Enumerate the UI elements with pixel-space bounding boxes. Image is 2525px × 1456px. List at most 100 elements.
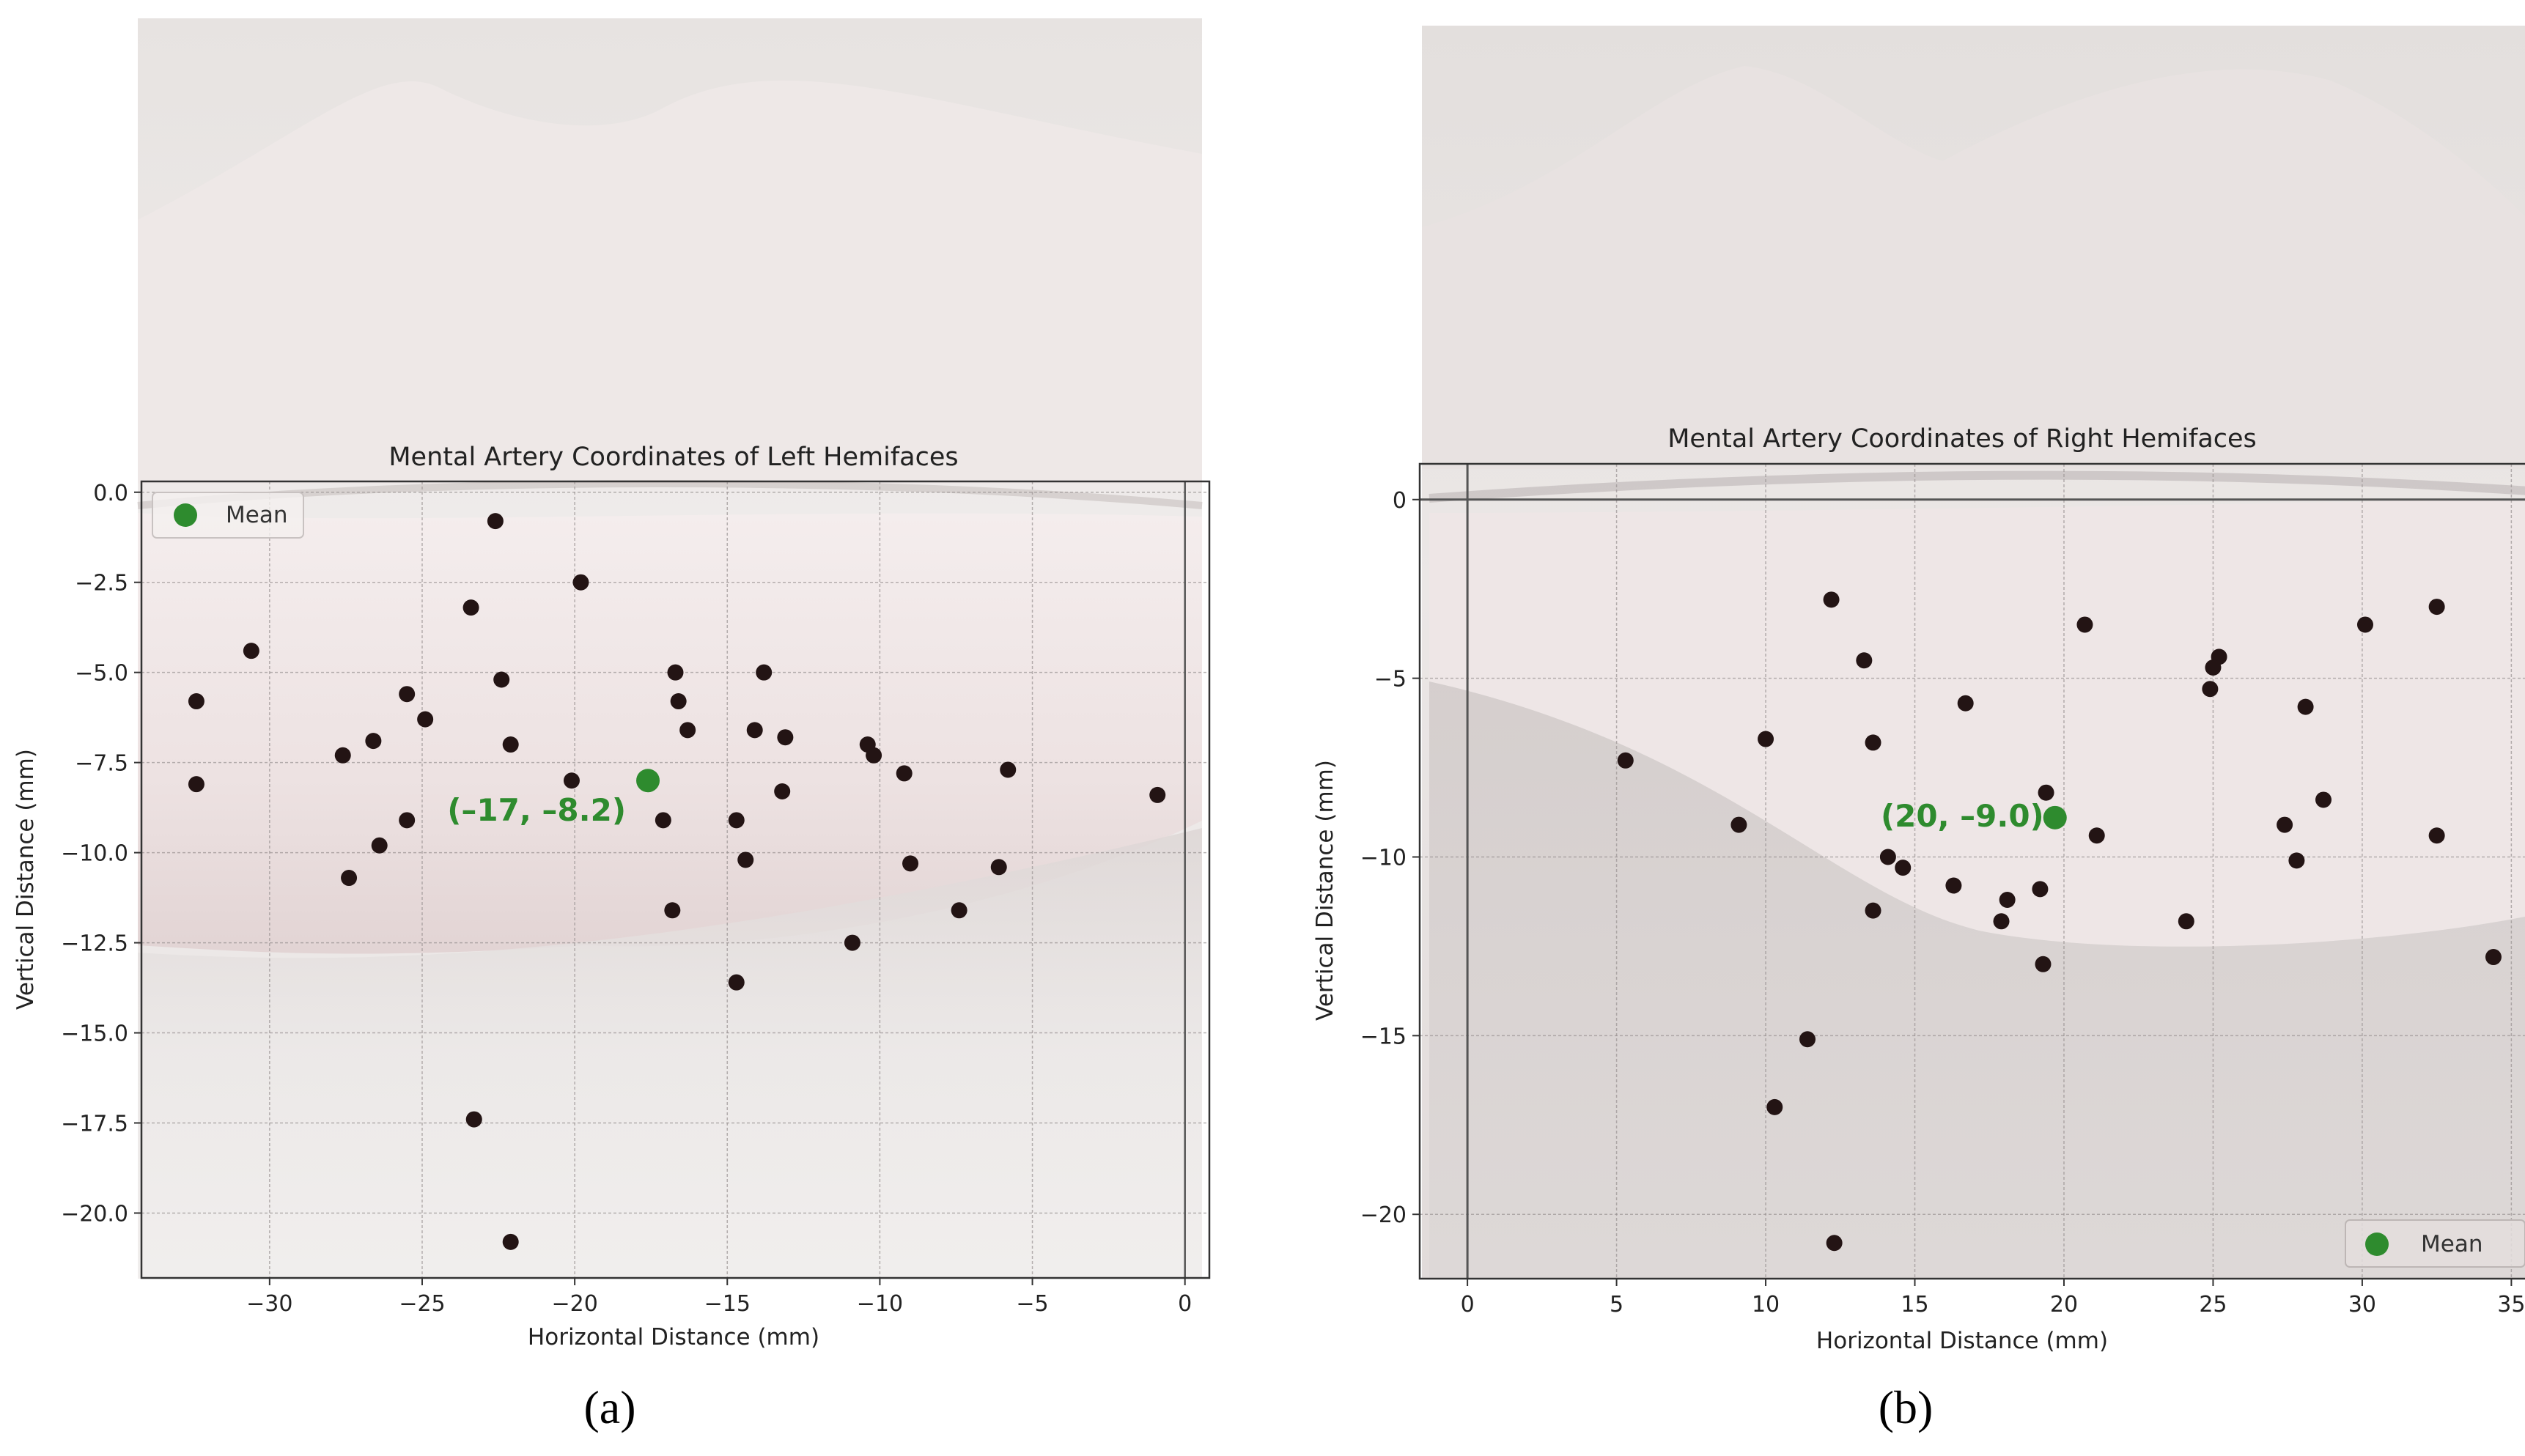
panel-b-data-point <box>2428 827 2445 844</box>
panel-a-data-point <box>990 859 1007 876</box>
panel-b-ticks: 0 5 10 15 20 25 30 35 0 −5 −10 −15 −20 <box>1360 488 2525 1318</box>
panel-b-mean-point <box>2043 805 2067 829</box>
panel-b-xtick-label: 20 <box>2050 1292 2078 1318</box>
panel-a-data-point <box>365 733 382 750</box>
panel-a-xtick-label: −30 <box>246 1291 292 1317</box>
panel-b-data-point <box>2178 913 2194 930</box>
caption-b: (b) <box>1879 1381 1934 1433</box>
panel-b: 0 5 10 15 20 25 30 35 0 −5 −10 −15 −20 (20, –9.0) Me… <box>1312 26 2525 1354</box>
panel-b-grid <box>1420 464 2525 1279</box>
panel-b-data-point <box>2428 599 2445 616</box>
panel-a-data-point <box>774 783 791 799</box>
panel-a-data-point <box>866 747 882 764</box>
panel-a-data-point <box>728 974 745 991</box>
panel-a-data-point <box>465 1111 482 1128</box>
panel-a-data-point <box>371 837 388 854</box>
panel-b-xtick-label: 35 <box>2497 1292 2525 1318</box>
panel-b-data-point <box>2356 616 2373 633</box>
panel-a-data-point <box>844 934 860 951</box>
panel-b-xlabel: Horizontal Distance (mm) <box>1816 1328 2108 1354</box>
panel-a-data-point <box>188 776 204 793</box>
panel-a-data-point <box>399 686 416 703</box>
panel-a-legend-label: Mean <box>226 502 287 528</box>
panel-b-ytick-label: 0 <box>1393 488 1407 514</box>
panel-a-ytick-label: −20.0 <box>61 1201 128 1227</box>
panel-b-data-point <box>2032 881 2049 898</box>
panel-b-data-point <box>2315 791 2332 808</box>
panel-b-data-point <box>1823 591 1840 608</box>
panel-a-data-point <box>417 711 434 728</box>
panel-b-data-point <box>1895 860 1912 876</box>
panel-a-data-point <box>462 599 479 616</box>
panel-a-data-point <box>664 902 681 919</box>
panel-a-data-point <box>188 693 204 710</box>
panel-b-data-point <box>1999 892 2016 909</box>
panel-a-grid <box>141 481 1209 1278</box>
panel-b-legend-label: Mean <box>2421 1231 2482 1257</box>
panel-a-data-point <box>756 664 773 681</box>
panel-b-data-point <box>2205 659 2222 676</box>
panel-a-data-point <box>777 729 794 746</box>
panel-b-background-photo <box>1422 26 2525 1279</box>
panel-b-data-point <box>1957 695 1974 712</box>
panel-a-legend: Mean <box>152 492 304 539</box>
panel-b-data-point <box>1993 913 2010 930</box>
panel-b-data-point <box>1799 1031 1816 1048</box>
panel-a-ytick-label: −2.5 <box>75 571 128 596</box>
panel-b-data-point <box>1879 849 1896 865</box>
panel-a-data-point <box>737 851 754 868</box>
panel-a-data-point <box>951 902 967 919</box>
panel-a-ytick-label: −5.0 <box>75 661 128 687</box>
panel-b-plot: 0 5 10 15 20 25 30 35 0 −5 −10 −15 −20 (20, –9.0) Me… <box>1312 424 2525 1354</box>
panel-b-xtick-label: 15 <box>1901 1292 1928 1318</box>
panel-a-data-point <box>493 671 510 688</box>
panel-a-axes-frame <box>140 480 1211 1279</box>
panel-a-xtick-label: −15 <box>704 1291 751 1317</box>
panel-a-xlabel: Horizontal Distance (mm) <box>528 1324 819 1350</box>
panel-a-data-point <box>655 812 671 829</box>
panel-a-data-point <box>896 765 913 782</box>
panel-a-xtick-label: 0 <box>1178 1291 1192 1317</box>
panel-b-points: (20, –9.0) <box>1617 591 2502 1252</box>
panel-a-data-point <box>667 664 684 681</box>
panel-a-xtick-label: −5 <box>1016 1291 1048 1317</box>
panel-a-data-point <box>502 1233 519 1250</box>
panel-a-ytick-label: −15.0 <box>61 1021 128 1047</box>
panel-b-data-point <box>1766 1098 1783 1115</box>
panel-b-data-point <box>1945 877 1962 894</box>
panel-a: −30 −25 −20 −15 −10 −5 0 0.0 −2.5 −5.0 −7.5 −10.0 −1… <box>12 18 1211 1350</box>
panel-a-title: Mental Artery Coordinates of Left Hemifa… <box>388 443 958 472</box>
panel-a-xtick-label: −25 <box>399 1291 445 1317</box>
panel-a-mean-annotation: (–17, –8.2) <box>447 792 626 828</box>
panel-b-data-point <box>1865 902 1881 919</box>
panel-a-data-point <box>572 574 589 591</box>
panel-a-ylabel: Vertical Distance (mm) <box>12 749 39 1010</box>
panel-a-background-photo <box>137 18 1203 1279</box>
panel-b-xtick-label: 5 <box>1610 1292 1623 1318</box>
panel-b-data-point <box>1826 1235 1843 1252</box>
panel-a-data-point <box>670 693 687 710</box>
panel-b-ytick-label: −5 <box>1374 667 1407 692</box>
panel-a-data-point <box>902 855 919 872</box>
panel-a-legend-marker <box>174 503 197 527</box>
panel-b-data-point <box>2202 681 2219 698</box>
panel-b-data-point <box>1856 652 1873 669</box>
panel-a-ticks: −30 −25 −20 −15 −10 −5 0 0.0 −2.5 −5.0 −7.5 −10.0 −1… <box>61 481 1192 1317</box>
panel-b-legend: Mean <box>2345 1219 2525 1268</box>
panel-a-data-point <box>1000 761 1017 778</box>
panel-a-data-point <box>728 812 745 829</box>
panel-b-data-point <box>2485 949 2502 966</box>
panel-a-data-point <box>1149 786 1166 803</box>
panel-a-data-point <box>502 736 519 753</box>
panel-a-data-point <box>399 812 416 829</box>
panel-b-data-point <box>2297 698 2314 715</box>
panel-b-mean-annotation: (20, –9.0) <box>1881 798 2044 834</box>
panel-b-xtick-label: 25 <box>2199 1292 2227 1318</box>
panel-a-data-point <box>746 722 763 739</box>
panel-b-data-point <box>2088 827 2105 844</box>
panel-b-data-point <box>2035 956 2052 972</box>
panel-b-ytick-label: −20 <box>1360 1202 1407 1228</box>
panel-b-data-point <box>1730 816 1747 833</box>
panel-b-legend-marker <box>2365 1233 2389 1256</box>
